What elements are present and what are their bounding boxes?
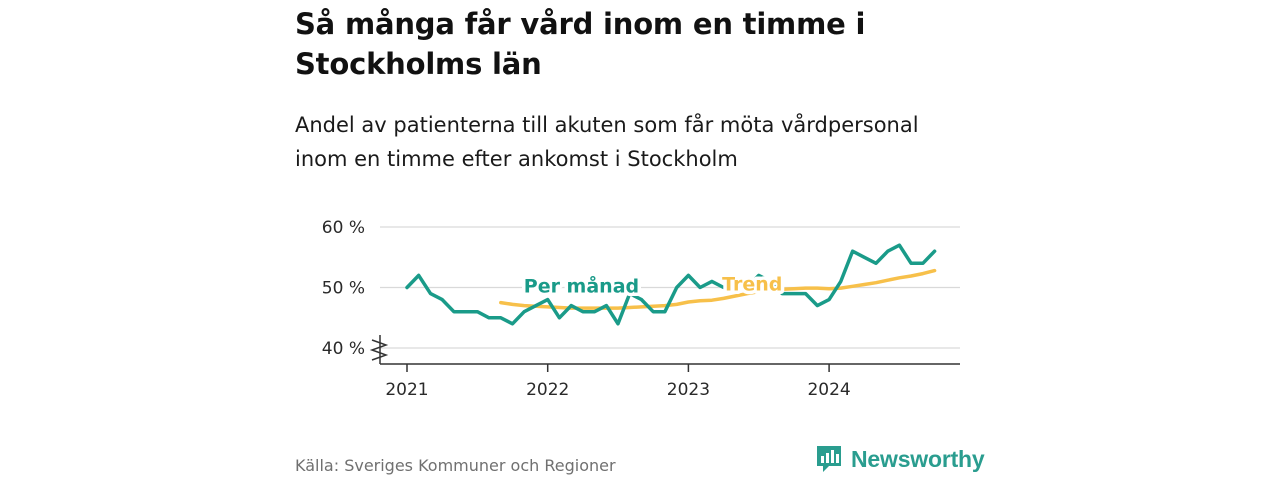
y-tick-label: 40 % — [322, 339, 365, 359]
x-tick-label: 2024 — [807, 380, 850, 400]
gridlines — [380, 226, 960, 349]
axis-break-icon — [369, 335, 389, 364]
series-annotation-label: Trend — [722, 274, 782, 296]
chart-title: Så många får vård inom en timme i Stockh… — [295, 7, 866, 81]
x-tick-label: 2022 — [526, 380, 569, 400]
y-tick-label: 60 % — [322, 218, 365, 238]
series-annotation-label: Per månad — [524, 273, 639, 297]
source-note: Källa: Sveriges Kommuner och Regioner — [295, 456, 616, 475]
newsworthy-logo-icon — [817, 446, 841, 472]
series-annotations: Per månad Trend — [520, 270, 786, 301]
x-tick-label: 2021 — [385, 380, 428, 400]
axis-break-zigzag — [369, 339, 389, 361]
series-lines — [405, 243, 937, 326]
x-axis-ticks: 2021 2022 2023 2024 — [385, 364, 851, 400]
series-line-monthly — [405, 243, 937, 326]
brand-logo: Newsworthy — [815, 444, 985, 474]
brand-name: Newsworthy — [851, 445, 985, 472]
chart-subtitle: Andel av patienterna till akuten som får… — [295, 113, 919, 171]
chart-header: Så många får vård inom en timme i Stockh… — [295, 0, 995, 480]
y-axis-ticks: 40 % 50 % 60 % — [322, 218, 365, 359]
x-tick-label: 2023 — [667, 380, 710, 400]
y-tick-label: 50 % — [322, 279, 365, 299]
